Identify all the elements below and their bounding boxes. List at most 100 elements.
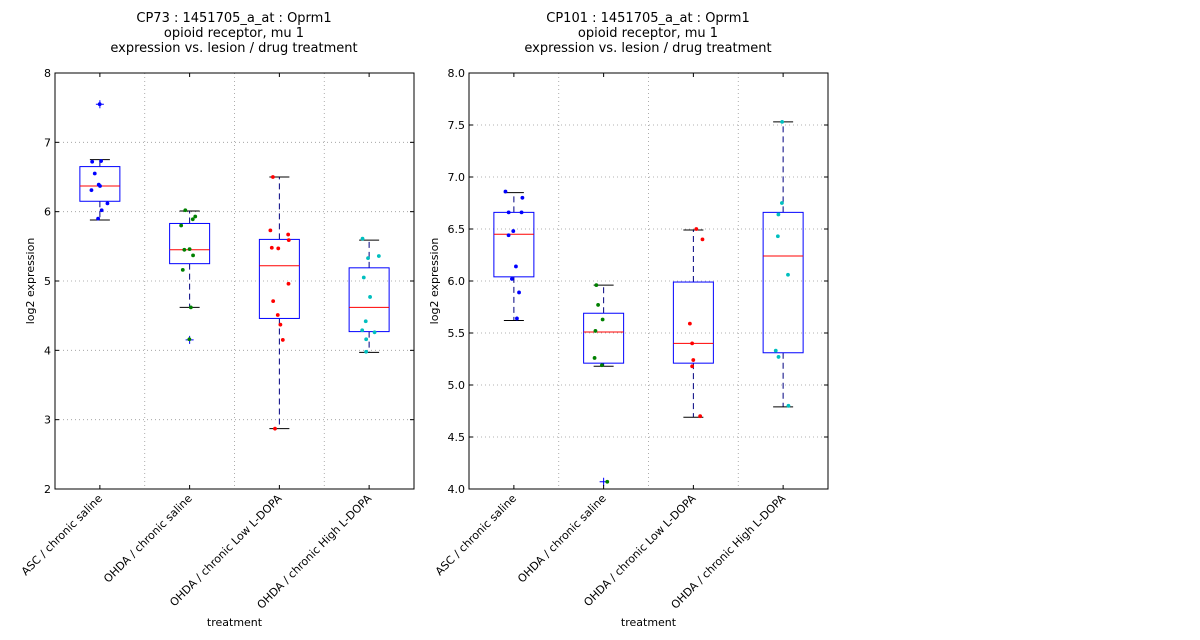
- data-point: [593, 329, 598, 333]
- data-point: [179, 223, 184, 228]
- data-point: [276, 246, 281, 251]
- data-point: [180, 268, 185, 272]
- box: [79, 166, 121, 202]
- data-point: [275, 313, 280, 317]
- y-tick-label: 6.5: [448, 223, 466, 236]
- data-point: [786, 272, 790, 277]
- data-point: [271, 299, 276, 304]
- data-point: [510, 277, 514, 281]
- data-point: [506, 210, 511, 215]
- data-point: [519, 210, 524, 215]
- data-point: [105, 201, 110, 206]
- data-point: [511, 229, 516, 233]
- data-point: [687, 321, 692, 326]
- box: [258, 238, 300, 319]
- data-point: [270, 175, 275, 179]
- x-axis-label: treatment: [207, 616, 263, 629]
- x-tick-label: OHDA / chronic saline: [101, 492, 195, 586]
- data-point: [97, 102, 102, 107]
- y-tick-label: 4: [44, 344, 51, 357]
- data-point: [286, 238, 291, 242]
- chart-title-line: expression vs. lesion / drug treatment: [524, 41, 771, 56]
- data-point: [191, 253, 195, 258]
- y-tick-label: 6.0: [448, 275, 466, 288]
- data-point: [286, 281, 291, 286]
- data-point: [592, 356, 597, 360]
- data-point: [690, 364, 695, 369]
- y-tick-label: 8: [44, 67, 51, 80]
- y-tick-label: 5.0: [448, 379, 466, 392]
- box: [493, 211, 535, 278]
- y-tick-label: 7.0: [448, 171, 466, 184]
- data-point: [776, 355, 781, 359]
- chart-title-line: CP101 : 1451705_a_at : Oprm1: [546, 11, 749, 26]
- box: [762, 211, 804, 354]
- data-point: [360, 236, 365, 241]
- y-tick-label: 5.5: [448, 327, 466, 340]
- data-point: [99, 208, 104, 213]
- data-point: [780, 119, 785, 124]
- data-point: [361, 275, 366, 280]
- chart-title-line: expression vs. lesion / drug treatment: [110, 41, 357, 56]
- chart-title-line: opioid receptor, mu 1: [164, 26, 304, 41]
- y-axis-label: log2 expression: [24, 238, 37, 325]
- y-tick-label: 6: [44, 206, 51, 219]
- data-point: [520, 195, 525, 200]
- data-point: [515, 316, 519, 321]
- data-point: [780, 201, 784, 205]
- data-point: [90, 159, 95, 164]
- chart-title-line: CP73 : 1451705_a_at : Oprm1: [136, 11, 331, 26]
- data-point: [600, 317, 605, 322]
- data-point: [599, 363, 604, 368]
- data-point: [183, 208, 188, 213]
- data-point: [366, 256, 370, 261]
- data-point: [98, 184, 102, 188]
- x-tick-label: OHDA / chronic saline: [515, 492, 609, 586]
- data-point: [596, 303, 601, 307]
- y-tick-label: 5: [44, 275, 51, 288]
- y-tick-label: 4.0: [448, 483, 466, 496]
- x-tick-label: ASC / chronic saline: [433, 492, 519, 578]
- data-point: [506, 233, 511, 238]
- data-point: [364, 349, 369, 354]
- data-point: [690, 341, 695, 346]
- y-tick-label: 2: [44, 483, 51, 496]
- y-tick-label: 8.0: [448, 67, 466, 80]
- data-point: [286, 232, 291, 237]
- box: [169, 222, 211, 265]
- y-tick-label: 7: [44, 136, 51, 149]
- data-point: [273, 426, 277, 431]
- y-tick-label: 7.5: [448, 119, 466, 132]
- data-point: [773, 348, 778, 353]
- chart-title-line: opioid receptor, mu 1: [578, 26, 718, 41]
- data-point: [786, 403, 791, 408]
- data-point: [363, 319, 368, 324]
- x-tick-label: ASC / chronic saline: [19, 492, 105, 578]
- data-point: [594, 283, 599, 288]
- data-point: [99, 159, 103, 163]
- data-point: [368, 295, 372, 299]
- data-point: [92, 171, 97, 176]
- data-point: [278, 322, 283, 327]
- data-point: [190, 217, 195, 222]
- data-point: [517, 290, 521, 295]
- data-point: [280, 338, 285, 342]
- data-point: [372, 330, 377, 335]
- data-point: [694, 227, 699, 231]
- data-point: [376, 254, 381, 258]
- data-point: [96, 216, 100, 221]
- data-point: [775, 234, 780, 239]
- data-point: [268, 228, 273, 233]
- box: [672, 281, 714, 364]
- data-point: [698, 414, 703, 419]
- x-axis-label: treatment: [621, 616, 677, 629]
- data-point: [691, 358, 696, 362]
- data-point: [269, 245, 274, 250]
- data-point: [187, 247, 192, 252]
- data-point: [193, 214, 198, 219]
- y-axis-label: log2 expression: [428, 238, 441, 325]
- y-tick-label: 3: [44, 414, 51, 427]
